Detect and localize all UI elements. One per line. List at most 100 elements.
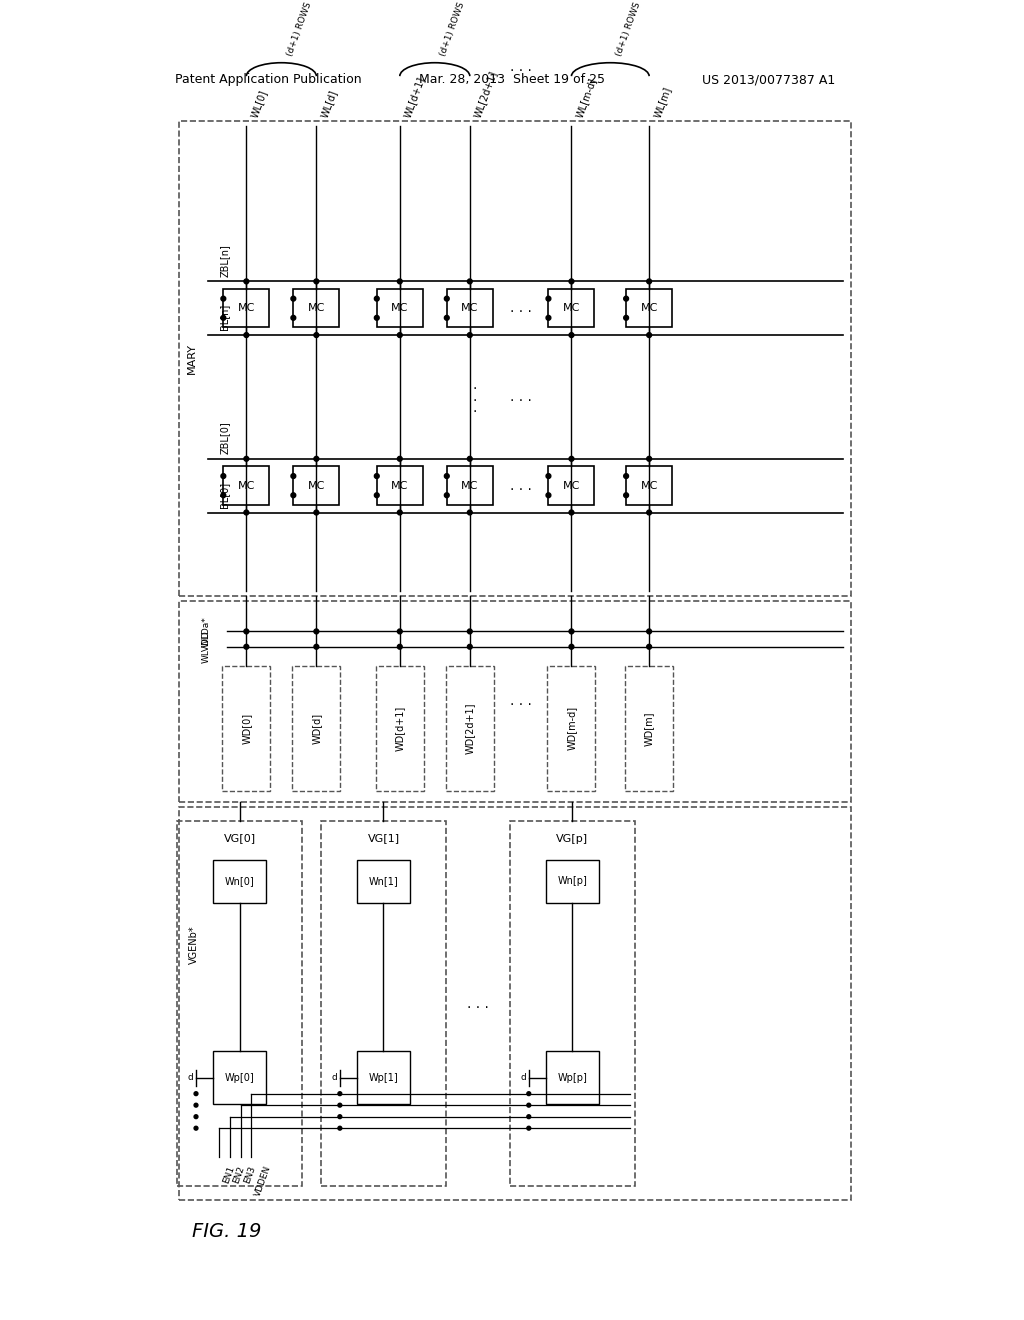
- Bar: [223, 289, 269, 327]
- Bar: [546, 1052, 599, 1105]
- Bar: [549, 289, 595, 327]
- Text: MC: MC: [461, 304, 478, 313]
- Text: MC: MC: [640, 480, 657, 491]
- Circle shape: [221, 315, 225, 321]
- Circle shape: [195, 1126, 198, 1130]
- Text: FIG. 19: FIG. 19: [191, 1222, 261, 1241]
- Circle shape: [569, 279, 573, 284]
- Bar: [377, 466, 423, 504]
- Circle shape: [527, 1115, 530, 1118]
- Circle shape: [338, 1115, 342, 1118]
- Circle shape: [546, 492, 551, 498]
- Text: . . .: . . .: [510, 301, 531, 315]
- Circle shape: [647, 630, 651, 634]
- Circle shape: [314, 279, 318, 284]
- Text: EN2: EN2: [232, 1164, 247, 1184]
- Circle shape: [195, 1115, 198, 1118]
- Circle shape: [314, 630, 318, 634]
- Text: WL[d+1]: WL[d+1]: [402, 75, 427, 119]
- Bar: [445, 667, 494, 791]
- Bar: [293, 466, 339, 504]
- Text: WLVDD: WLVDD: [202, 631, 211, 663]
- Text: MC: MC: [307, 480, 325, 491]
- Text: VG[1]: VG[1]: [368, 833, 399, 843]
- Circle shape: [467, 333, 472, 338]
- Text: .: .: [472, 389, 477, 404]
- Circle shape: [397, 630, 402, 634]
- Text: . . .: . . .: [467, 997, 488, 1011]
- Circle shape: [338, 1126, 342, 1130]
- Circle shape: [397, 644, 402, 649]
- Text: d: d: [187, 1073, 194, 1082]
- Text: (d+1) ROWS: (d+1) ROWS: [286, 0, 313, 57]
- Text: MC: MC: [391, 304, 409, 313]
- Circle shape: [291, 492, 296, 498]
- Text: MC: MC: [461, 480, 478, 491]
- Circle shape: [647, 510, 651, 515]
- Circle shape: [244, 630, 249, 634]
- Circle shape: [444, 315, 450, 321]
- Circle shape: [647, 644, 651, 649]
- Circle shape: [569, 510, 573, 515]
- Circle shape: [314, 333, 318, 338]
- Text: Wp[0]: Wp[0]: [224, 1073, 255, 1082]
- Circle shape: [375, 315, 379, 321]
- Circle shape: [195, 1104, 198, 1107]
- Text: Mar. 28, 2013  Sheet 19 of 25: Mar. 28, 2013 Sheet 19 of 25: [419, 74, 605, 87]
- Circle shape: [467, 279, 472, 284]
- Text: VG[p]: VG[p]: [556, 833, 589, 843]
- Circle shape: [467, 457, 472, 461]
- Circle shape: [527, 1104, 530, 1107]
- Text: MC: MC: [238, 480, 255, 491]
- Bar: [357, 859, 410, 903]
- Circle shape: [527, 1092, 530, 1096]
- Circle shape: [546, 474, 551, 478]
- Text: MC: MC: [238, 304, 255, 313]
- Bar: [177, 821, 302, 1185]
- Text: ZBL[0]: ZBL[0]: [219, 421, 229, 454]
- Text: d: d: [520, 1073, 526, 1082]
- Text: WD[d]: WD[d]: [311, 713, 322, 744]
- Circle shape: [291, 296, 296, 301]
- Text: WL[d]: WL[d]: [319, 88, 339, 119]
- Circle shape: [624, 296, 629, 301]
- Circle shape: [221, 296, 225, 301]
- Bar: [213, 859, 266, 903]
- Circle shape: [397, 510, 402, 515]
- Text: EN3: EN3: [243, 1164, 257, 1185]
- Text: WD[0]: WD[0]: [242, 713, 251, 744]
- Bar: [213, 1052, 266, 1105]
- Circle shape: [314, 457, 318, 461]
- Text: VDDEN: VDDEN: [253, 1164, 272, 1199]
- Bar: [626, 466, 672, 504]
- Circle shape: [569, 333, 573, 338]
- Text: MARY: MARY: [186, 343, 197, 374]
- Bar: [179, 121, 851, 595]
- Text: WL[2d+1]: WL[2d+1]: [473, 70, 499, 119]
- Text: Wn[p]: Wn[p]: [557, 876, 588, 886]
- Text: WD[2d+1]: WD[2d+1]: [465, 702, 475, 754]
- Text: .: .: [472, 401, 477, 416]
- Text: WD[m]: WD[m]: [644, 711, 654, 746]
- Text: ZBL[n]: ZBL[n]: [219, 244, 229, 277]
- Circle shape: [624, 492, 629, 498]
- Text: . . .: . . .: [510, 479, 531, 492]
- Bar: [293, 667, 340, 791]
- Circle shape: [291, 474, 296, 478]
- Circle shape: [338, 1104, 342, 1107]
- Circle shape: [467, 510, 472, 515]
- Circle shape: [221, 474, 225, 478]
- Circle shape: [397, 457, 402, 461]
- Text: (d+1) ROWS: (d+1) ROWS: [614, 0, 642, 57]
- Circle shape: [444, 492, 450, 498]
- Circle shape: [444, 296, 450, 301]
- Text: MC: MC: [307, 304, 325, 313]
- Circle shape: [195, 1092, 198, 1096]
- Circle shape: [647, 457, 651, 461]
- Bar: [626, 667, 673, 791]
- Text: Wn[1]: Wn[1]: [369, 876, 398, 886]
- Text: MC: MC: [391, 480, 409, 491]
- Circle shape: [624, 474, 629, 478]
- Text: MC: MC: [640, 304, 657, 313]
- Text: Wp[p]: Wp[p]: [557, 1073, 588, 1082]
